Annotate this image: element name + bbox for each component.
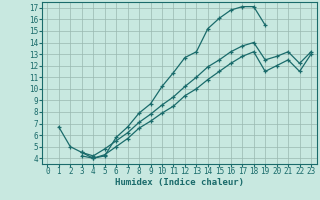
X-axis label: Humidex (Indice chaleur): Humidex (Indice chaleur) [115, 178, 244, 187]
